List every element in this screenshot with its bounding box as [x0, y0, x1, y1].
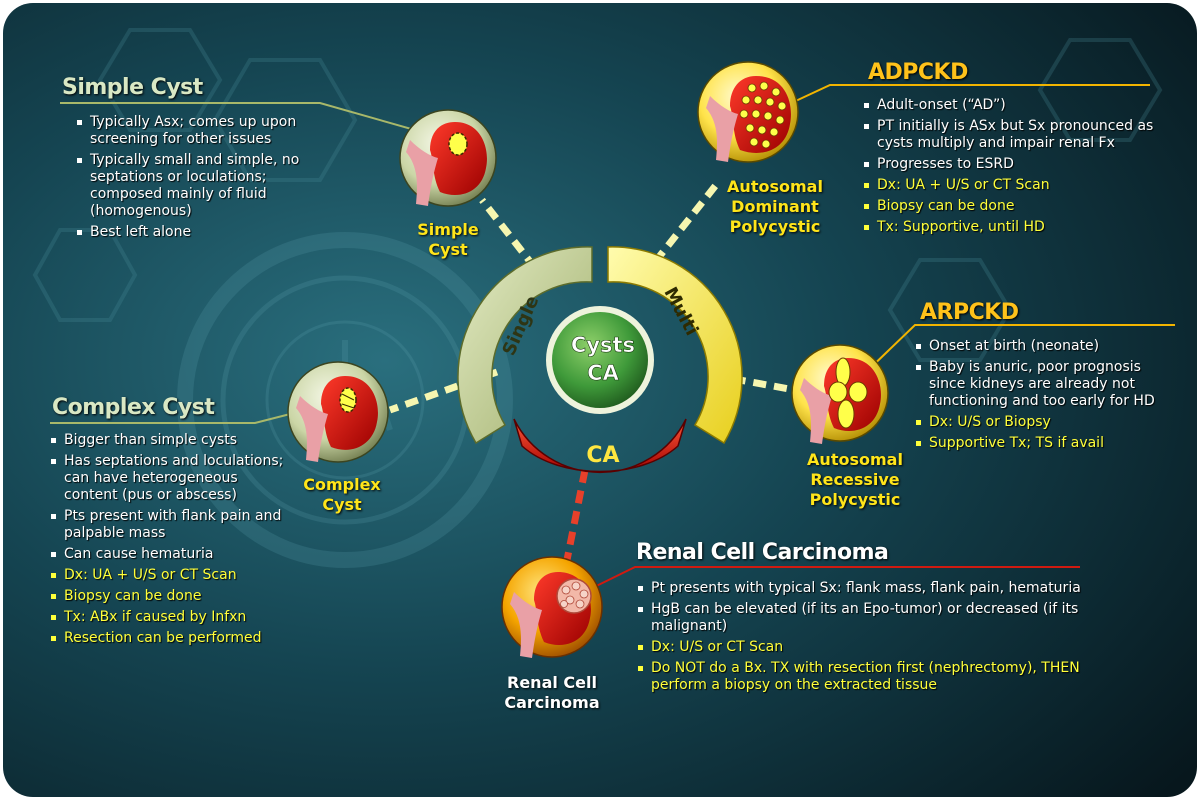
list-item: Tx: ABx if caused by Infxn: [50, 609, 285, 626]
arpckd-notes: Onset at birth (neonate) Baby is anuric,…: [915, 338, 1170, 456]
node-label-complex-cyst: Complex Cyst: [303, 475, 381, 514]
list-item: Do NOT do a Bx. TX with resection first …: [637, 660, 1107, 694]
node-label-adpckd: Autosomal Dominant Polycystic: [727, 177, 823, 236]
list-item: HgB can be elevated (if its an Epo-tumor…: [637, 601, 1107, 635]
list-item: Pt presents with typical Sx: flank mass,…: [637, 580, 1107, 597]
hexagon-decoration: [32, 28, 1163, 362]
rcc-icon: [501, 556, 603, 658]
list-item: Biopsy can be done: [863, 198, 1163, 215]
list-item: Typically Asx; comes up upon screening f…: [76, 114, 321, 148]
list-item: Dx: UA + U/S or CT Scan: [863, 177, 1163, 194]
complex-cyst-icon: [287, 361, 389, 463]
list-item: Resection can be performed: [50, 630, 285, 647]
arpckd-title: ARPCKD: [920, 300, 1019, 325]
rcc-title: Renal Cell Carcinoma: [636, 540, 889, 565]
connector-complex-cyst: [388, 368, 499, 414]
adpckd-title: ADPCKD: [868, 60, 968, 85]
node-label-arpckd: Autosomal Recessive Polycystic: [807, 450, 903, 509]
rcc-notes: Pt presents with typical Sx: flank mass,…: [637, 580, 1107, 698]
list-item: Typically small and simple, no septation…: [76, 152, 321, 220]
multi-ring-segment: [607, 246, 743, 445]
list-item: Dx: U/S or CT Scan: [637, 639, 1107, 656]
simple-cyst-notes: Typically Asx; comes up upon screening f…: [76, 114, 321, 245]
list-item: Tx: Supportive, until HD: [863, 219, 1163, 236]
hub-title-line2: CA: [587, 361, 619, 385]
list-item: Dx: UA + U/S or CT Scan: [50, 567, 285, 584]
list-item: Supportive Tx; TS if avail: [915, 435, 1170, 452]
connector-adpckd: [652, 177, 723, 265]
node-label-rcc: Renal Cell Carcinoma: [504, 673, 600, 712]
list-item: Best left alone: [76, 224, 321, 241]
node-label-simple-cyst: Simple Cyst: [417, 220, 479, 259]
connector-simple-cyst: [479, 197, 538, 271]
hub-circle: [552, 312, 648, 408]
simple-cyst-icon: [399, 109, 497, 207]
single-ring-segment: [457, 246, 593, 445]
pointer-arpckd: [861, 324, 1175, 377]
list-item: Adult-onset (“AD”): [863, 97, 1163, 114]
list-item: Has septations and loculations; can have…: [50, 453, 285, 504]
list-item: Can cause hematuria: [50, 546, 285, 563]
adpckd-icon: [697, 61, 799, 163]
ring-label-ca: CA: [586, 443, 619, 468]
connector-rcc: [561, 469, 589, 571]
arpckd-icon: [791, 344, 889, 444]
list-item: PT initially is ASx but Sx pronounced as…: [863, 118, 1163, 152]
list-item: Dx: U/S or Biopsy: [915, 414, 1170, 431]
pointer-simple-cyst: [60, 102, 451, 141]
connector-arpckd: [711, 371, 796, 394]
complex-cyst-notes: Bigger than simple cysts Has septations …: [50, 432, 285, 651]
list-item: Progresses to ESRD: [863, 156, 1163, 173]
ca-ring-segment: [513, 418, 687, 474]
list-item: Bigger than simple cysts: [50, 432, 285, 449]
complex-cyst-title: Complex Cyst: [52, 395, 215, 420]
adpckd-notes: Adult-onset (“AD”) PT initially is ASx b…: [863, 97, 1163, 240]
list-item: Biopsy can be done: [50, 588, 285, 605]
list-item: Onset at birth (neonate): [915, 338, 1170, 355]
list-item: Pts present with flank pain and palpable…: [50, 508, 285, 542]
list-item: Baby is anuric, poor prognosis since kid…: [915, 359, 1170, 410]
simple-cyst-title: Simple Cyst: [62, 75, 203, 100]
hub-title-line1: Cysts: [571, 333, 635, 357]
